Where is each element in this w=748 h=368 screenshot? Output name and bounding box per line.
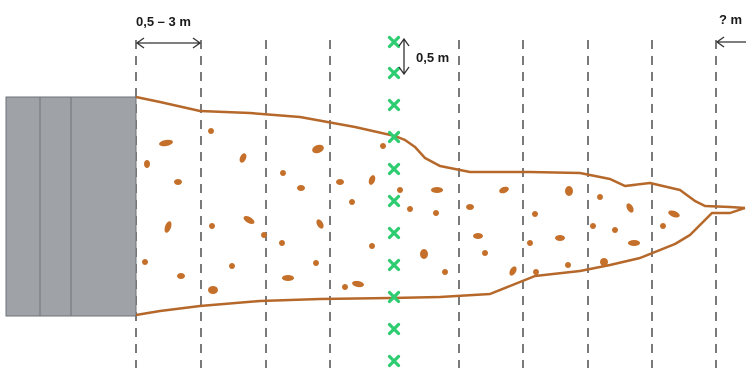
sediment-grain [527,240,533,246]
marker-arrow-head-top [398,37,410,47]
green-cross-marker-icon [387,98,401,112]
sediment-grain [600,258,608,266]
sediment-grain [208,286,218,294]
sediment-grain [628,240,640,246]
sediment-grain [142,259,148,265]
sediment-grain [466,204,474,210]
marker-arrow-head-bottom [398,66,410,76]
green-cross-marker-icon [387,66,401,80]
sediment-grain [369,243,375,249]
sediment-grain [420,249,428,259]
sediment-grain [555,235,565,241]
sediment-grain [159,139,173,147]
sediment-grain [282,275,294,281]
sediment-grain [509,266,517,276]
sediment-grain [532,211,538,217]
green-cross-marker-icon [387,290,401,304]
sediment-grain [261,232,267,238]
sediment-grain [209,223,215,229]
green-cross-marker-icon [387,194,401,208]
sediment-grain [590,223,596,229]
sediment-grain [349,199,355,205]
green-cross-marker-icon [387,322,401,336]
sediment-grain [626,203,634,213]
sediment-grain [229,263,235,269]
green-cross-marker-icon [387,258,401,272]
sediment-grain [239,153,247,163]
marker-spacing-label: 0,5 m [416,50,449,65]
sediment-grain [482,250,488,256]
green-cross-marker-icon [387,162,401,176]
sediment-grain [243,216,255,224]
marker-spacing-dimension [398,37,410,76]
green-cross-marker-icon [387,354,401,368]
sediment-grain [313,260,319,266]
sediment-grain [280,170,286,176]
sediment-grain [312,144,324,154]
green-cross-marker-icon [387,226,401,240]
sediment-grains [142,128,680,294]
sediment-grain [565,186,573,196]
sediment-grain [342,284,348,290]
green-cross-marker-icon [387,130,401,144]
sediment-grain [407,206,413,212]
spacing-dimension [135,37,202,49]
sediment-grain [164,221,172,233]
sediment-grain [177,273,185,279]
sediment-grain [297,185,305,191]
sediment-grain [352,280,364,288]
deposit-top-outline [135,95,746,210]
sediment-grain [397,187,403,193]
sediment-grain [612,227,618,233]
sediment-grain [597,194,603,200]
deposit-bottom-outline [135,206,746,317]
spacing-label: 0,5 – 3 m [136,14,191,29]
sediment-grain [279,240,285,246]
unknown-label: ? m [719,12,742,27]
sediment-grain [336,179,344,185]
gray-block [5,96,137,317]
sediment-grain [431,187,443,193]
marker-column [387,35,401,368]
unknown-arrow-head-left [715,36,725,48]
sediment-grain [668,210,680,218]
sediment-grain [316,219,324,229]
sediment-grain [442,269,448,275]
sediment-grain [660,223,666,229]
sediment-grain [473,233,483,239]
spacing-arrow-head-left [135,37,145,49]
unknown-dimension [715,36,746,48]
green-cross-marker-icon [387,35,401,49]
sediment-grain [565,262,571,268]
dashed-lines [135,40,717,368]
sediment-grain [433,210,439,216]
sediment-grain [380,143,386,149]
spacing-arrow-head-right [192,37,202,49]
sediment-grain [499,186,509,194]
sediment-grain [368,175,376,185]
sediment-grain [533,269,539,275]
sediment-grain [208,128,214,134]
sediment-grain [174,179,182,185]
sediment-grain [144,160,150,168]
